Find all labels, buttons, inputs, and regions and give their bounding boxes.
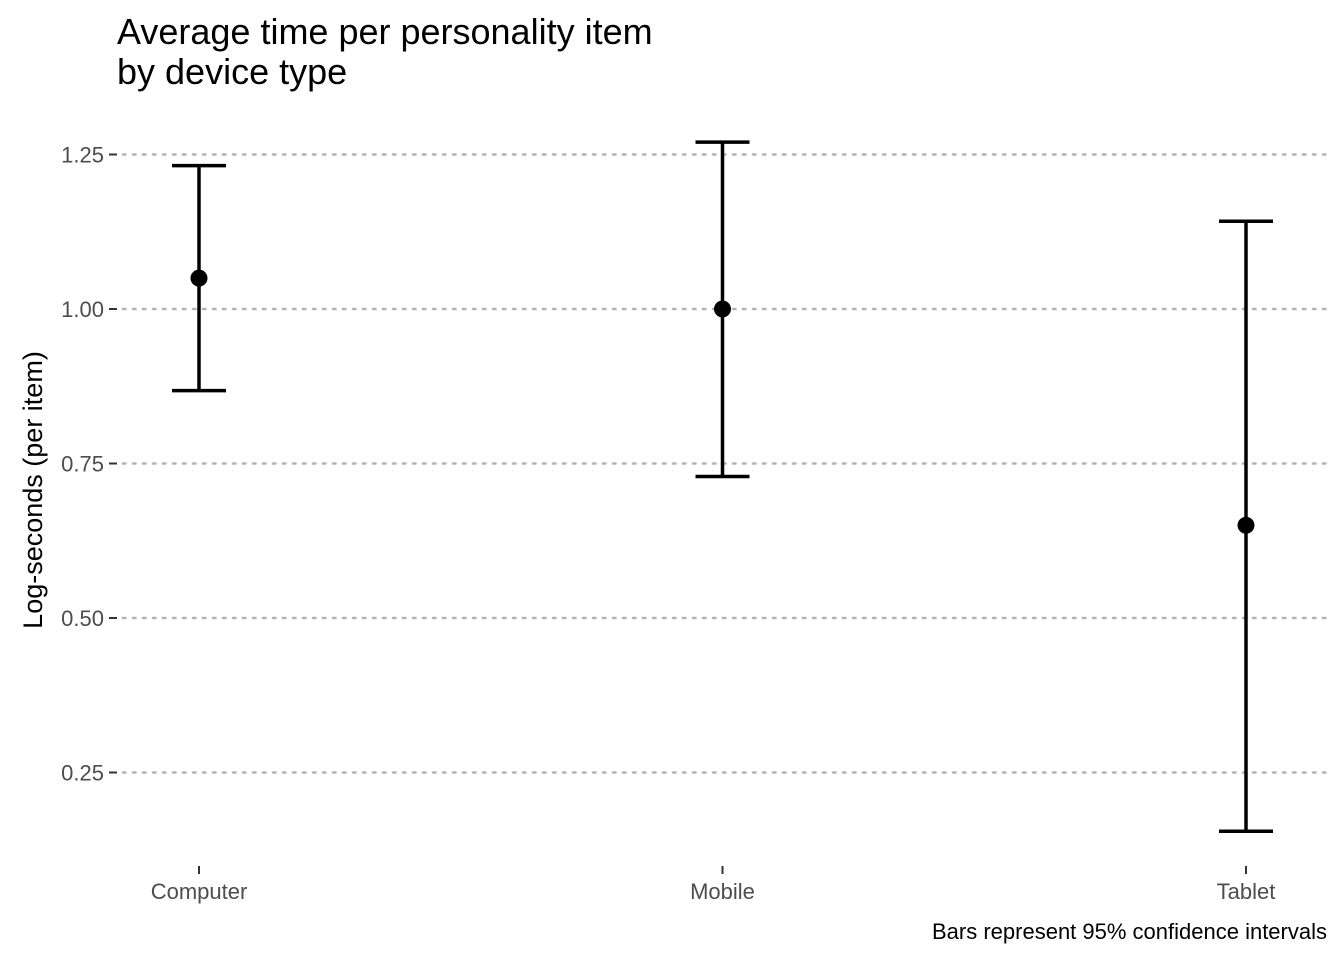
- chart-caption: Bars represent 95% confidence intervals: [932, 919, 1327, 944]
- errorbar-tablet: [1219, 219, 1273, 833]
- y-tick-label: 0.50: [61, 606, 104, 631]
- x-tick-label: Computer: [151, 879, 248, 904]
- mean-point: [1237, 516, 1255, 534]
- errorbar-mobile: [695, 140, 750, 479]
- x-axis: Computer Mobile Tablet: [151, 866, 1276, 904]
- mean-point: [714, 300, 731, 318]
- y-tick-label: 1.00: [61, 297, 104, 322]
- y-axis: 0.25 0.50 0.75 1.00 1.25: [61, 143, 117, 786]
- x-tick-label: Tablet: [1217, 879, 1276, 904]
- x-tick-label: Mobile: [690, 879, 755, 904]
- gridlines: [121, 153, 1329, 774]
- y-axis-title: Log-seconds (per item): [18, 351, 48, 629]
- chart-title: Average time per personality item: [117, 11, 653, 52]
- y-tick-label: 0.25: [61, 761, 104, 786]
- errorbar-computer: [172, 163, 226, 393]
- y-tick-label: 1.25: [61, 143, 104, 168]
- plot-area: [172, 140, 1273, 833]
- chart-subtitle: by device type: [117, 51, 347, 92]
- y-tick-label: 0.75: [61, 452, 104, 477]
- mean-point: [190, 269, 208, 287]
